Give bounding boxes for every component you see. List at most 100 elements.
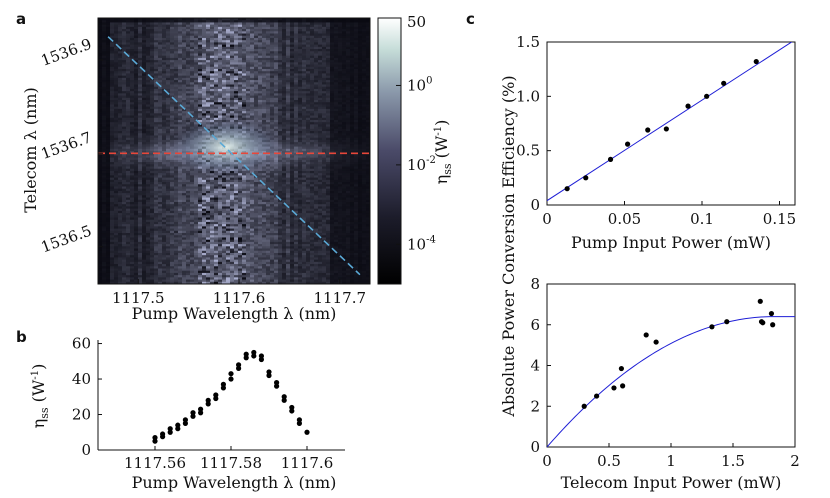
heatmap-cell [202,46,207,50]
heatmap-cell [210,71,215,74]
heatmap-cell [102,259,107,263]
heatmap-cell [234,95,239,99]
heatmap-cell [98,270,103,274]
heatmap-cell [118,179,123,183]
heatmap-cell [202,208,207,212]
heatmap-cell [198,184,203,187]
heatmap-cell [126,88,131,92]
heatmap-cell [130,235,135,238]
heatmap-cell [154,128,159,132]
heatmap-cell [126,20,131,23]
heatmap-cell [134,266,139,269]
heatmap-cell [130,195,135,198]
heatmap-cell [98,241,103,245]
heatmap-cell [182,111,187,114]
heatmap-cell [214,68,219,72]
heatmap-cell [198,237,203,241]
heatmap-cell [202,186,207,190]
heatmap-cell [230,244,235,247]
heatmap-cell [190,266,195,269]
heatmap-cell [174,268,179,272]
heatmap-cell [222,255,227,258]
heatmap-cell [218,73,223,77]
heatmap-cell [182,100,187,103]
heatmap-cell [146,195,151,198]
heatmap-cell [186,266,191,269]
heatmap-cell [238,237,243,241]
heatmap-cell [206,199,211,203]
heatmap-cell [102,166,107,170]
heatmap-cell [118,44,123,48]
heatmap-cell [182,33,187,37]
heatmap-cell [138,144,143,147]
heatmap-cell [246,259,251,263]
heatmap-cell [134,275,139,278]
heatmap-cell [162,153,167,156]
heatmap-cell [146,224,151,227]
heatmap-cell [230,233,235,236]
heatmap-cell [254,91,259,94]
heatmap-cell [174,95,179,99]
heatmap-cell [126,68,131,72]
heatmap-cell [162,261,167,265]
heatmap-cell [230,71,235,74]
heatmap-cell [194,279,199,283]
heatmap-cell [166,60,171,63]
heatmap-cell [210,250,215,254]
heatmap-cell [242,272,247,276]
heatmap-cell [218,266,223,269]
heatmap-cell [138,68,143,72]
heatmap-cell [138,275,143,278]
heatmap-cell [158,26,163,30]
heatmap-cell [150,233,155,236]
heatmap-cell [262,117,267,121]
heatmap-cell [206,18,211,21]
heatmap-cell [142,230,147,234]
heatmap-cell [170,230,175,234]
heatmap-cell [114,248,119,252]
heatmap-cell [158,124,163,128]
heatmap-cell [158,68,163,72]
heatmap-cell [254,35,259,39]
heatmap-cell [166,88,171,92]
heatmap-cell [170,248,175,252]
heatmap-cell [238,22,243,26]
heatmap-cell [194,80,199,83]
heatmap-cell [166,175,171,178]
heatmap-cell [186,177,191,181]
heatmap-cell [142,237,147,241]
heatmap-cell [214,257,219,261]
heatmap-cell [242,197,247,201]
heatmap-cell [246,244,251,247]
heatmap-cell [138,166,143,170]
heatmap-cell [250,73,255,77]
heatmap-cell [126,164,131,167]
heatmap-cell [130,97,135,101]
heatmap-cell [170,221,175,225]
heatmap-cell [118,142,123,145]
heatmap-cell [166,230,171,234]
heatmap-cell [102,217,107,221]
heatmap-cell [138,186,143,190]
heatmap-cell [246,42,251,45]
heatmap-cell [194,281,199,284]
heatmap-cell [106,164,111,167]
heatmap-cell [138,235,143,238]
heatmap-cell [234,224,239,227]
heatmap-cell [138,122,143,125]
heatmap-cell [170,179,175,183]
heatmap-cell [114,228,119,232]
heatmap-cell [110,49,115,52]
heatmap-cell [250,80,255,83]
heatmap-cell [246,195,251,198]
heatmap-cell [102,82,107,85]
heatmap-cell [142,20,147,23]
heatmap-cell [254,100,259,103]
heatmap-cell [102,204,107,207]
heatmap-cell [198,279,203,283]
heatmap-cell [150,57,155,61]
heatmap-cell [178,46,183,50]
heatmap-cell [198,175,203,178]
heatmap-cell [222,228,227,232]
heatmap-cell [98,281,103,284]
